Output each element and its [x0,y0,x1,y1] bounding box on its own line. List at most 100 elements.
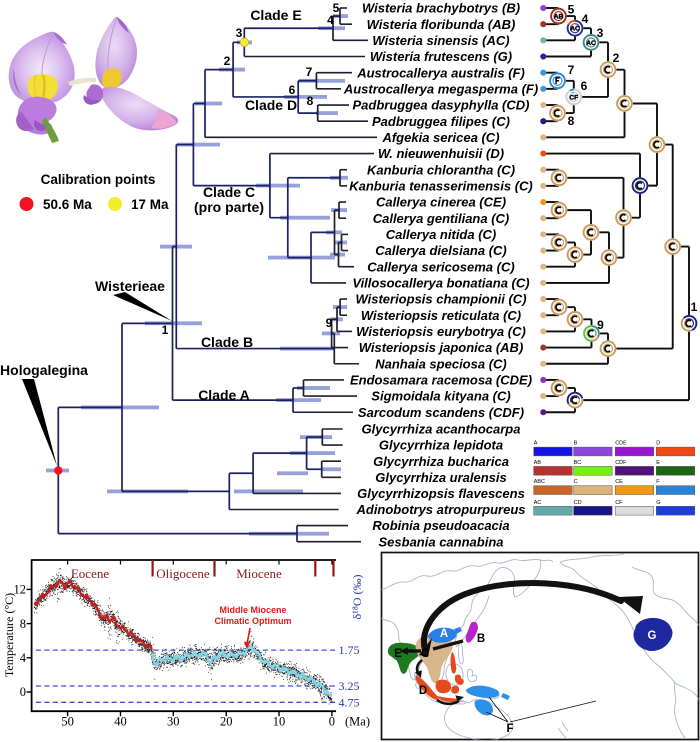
svg-text:CDE: CDE [615,441,627,447]
svg-text:CF: CF [569,94,578,101]
svg-text:Glycyrrhiza uralensis: Glycyrrhiza uralensis [375,470,507,485]
svg-text:Temperature (°C): Temperature (°C) [2,593,16,677]
svg-text:1: 1 [162,323,169,337]
svg-text:A: A [440,628,448,640]
svg-text:B: B [477,633,485,645]
svg-text:Miocene: Miocene [236,566,282,581]
svg-text:9: 9 [326,316,333,330]
svg-text:δ¹⁸O (‰): δ¹⁸O (‰) [350,574,364,619]
svg-text:D: D [419,685,427,697]
svg-text:40: 40 [114,715,127,729]
svg-text:50.6 Ma: 50.6 Ma [43,197,92,212]
svg-text:Climatic Optimum: Climatic Optimum [214,616,291,626]
svg-text:2: 2 [613,51,620,65]
svg-text:Sarcodum scandens (CDF): Sarcodum scandens (CDF) [358,405,524,420]
svg-text:E: E [394,648,402,660]
svg-text:2: 2 [224,54,231,68]
svg-text:Glycyrrhiza bucharica: Glycyrrhiza bucharica [373,454,509,469]
svg-text:4: 4 [20,651,27,665]
svg-text:CF: CF [615,500,623,506]
svg-text:Glycyrrhiza acanthocarpa: Glycyrrhiza acanthocarpa [362,422,521,437]
svg-text:Wisteria floribunda (AB): Wisteria floribunda (AB) [367,17,516,32]
svg-text:Nanhaia speciosa (C): Nanhaia speciosa (C) [375,356,507,371]
svg-text:4: 4 [327,13,334,27]
svg-text:Eocene: Eocene [71,566,109,581]
svg-text:50: 50 [61,715,74,729]
svg-text:4: 4 [582,12,589,26]
svg-text:Wisterieae: Wisterieae [95,278,165,294]
svg-text:BC: BC [574,460,582,466]
svg-text:10: 10 [273,715,286,729]
svg-text:AB: AB [534,460,542,466]
svg-text:3.25: 3.25 [339,679,360,693]
svg-text:A: A [534,441,538,447]
svg-text:Padbruggea dasyphylla (CD): Padbruggea dasyphylla (CD) [353,98,530,113]
svg-text:Padbruggea filipes (C): Padbruggea filipes (C) [372,114,510,129]
svg-text:(pro parte): (pro parte) [194,199,264,215]
svg-text:AB: AB [554,14,564,21]
svg-text:CE: CE [615,479,623,485]
svg-text:G: G [648,630,657,642]
svg-text:Callerya dielsiana (C): Callerya dielsiana (C) [375,243,507,258]
svg-text:Endosamara racemosa (CDE): Endosamara racemosa (CDE) [350,373,532,388]
svg-text:Wisteria sinensis (AC): Wisteria sinensis (AC) [372,33,509,48]
svg-text:Adinobotrys atropurpureus: Adinobotrys atropurpureus [355,502,525,517]
svg-text:9: 9 [597,318,604,332]
svg-text:Wisteria frutescens (G): Wisteria frutescens (G) [370,49,512,64]
svg-text:Robinia pseudoacacia: Robinia pseudoacacia [372,518,509,533]
svg-text:30: 30 [167,715,180,729]
svg-text:3: 3 [236,26,243,40]
svg-text:E: E [656,460,660,466]
svg-text:Callerya nitida (C): Callerya nitida (C) [386,227,497,242]
svg-text:Callerya cinerea (CE): Callerya cinerea (CE) [376,195,506,210]
svg-text:(Ma): (Ma) [345,715,370,729]
svg-text:F: F [656,479,660,485]
svg-text:C: C [421,648,429,660]
svg-text:Calibration points: Calibration points [41,172,156,187]
svg-text:B: B [574,441,578,447]
svg-text:1.75: 1.75 [339,643,360,657]
svg-text:AC: AC [534,500,542,506]
svg-text:Middle Miocene: Middle Miocene [219,605,286,615]
svg-text:Sesbania cannabina: Sesbania cannabina [379,534,504,549]
svg-text:20: 20 [220,715,233,729]
svg-text:CD: CD [574,500,582,506]
svg-text:8: 8 [568,114,575,128]
svg-text:12: 12 [14,583,27,597]
svg-text:Wisteriopsis championii (C): Wisteriopsis championii (C) [355,292,526,307]
svg-text:Austrocallerya australis (F): Austrocallerya australis (F) [356,65,525,80]
svg-text:Glycyrrhiza lepidota: Glycyrrhiza lepidota [379,438,503,453]
svg-text:Oligocene: Oligocene [156,566,210,581]
svg-text:4.75: 4.75 [339,695,360,709]
svg-text:Clade C: Clade C [203,184,255,200]
svg-text:Clade D: Clade D [245,97,297,113]
svg-text:ABC: ABC [534,479,545,485]
svg-text:Wisteriopsis reticulata (C): Wisteriopsis reticulata (C) [361,308,521,323]
svg-text:3: 3 [597,26,604,40]
svg-text:Afgekia sericea (C): Afgekia sericea (C) [381,130,499,145]
svg-text:AC: AC [586,40,596,47]
svg-text:W. nieuwenhuisii (D): W. nieuwenhuisii (D) [378,146,504,161]
svg-text:Sigmoidala kityana (C): Sigmoidala kityana (C) [371,389,510,404]
svg-text:17 Ma: 17 Ma [131,197,169,212]
svg-text:0: 0 [329,715,335,729]
svg-text:Austrocallerya megasperma (F): Austrocallerya megasperma (F) [343,82,538,97]
svg-text:7: 7 [568,63,575,77]
svg-text:Clade B: Clade B [201,334,253,350]
svg-text:D: D [656,441,660,447]
svg-text:Kanburia tenasserimensis (C): Kanburia tenasserimensis (C) [349,179,533,194]
svg-text:Wisteria brachybotrys (B): Wisteria brachybotrys (B) [362,1,520,16]
svg-text:Clade A: Clade A [198,387,250,403]
svg-text:Callerya sericosema (C): Callerya sericosema (C) [367,259,514,274]
svg-text:5: 5 [568,3,575,17]
svg-text:Glycyrrhizopsis flavescens: Glycyrrhizopsis flavescens [357,486,525,501]
svg-text:1: 1 [691,300,698,314]
svg-text:0: 0 [20,685,26,699]
svg-text:F: F [506,723,513,735]
svg-text:Callerya gentiliana (C): Callerya gentiliana (C) [373,211,510,226]
svg-text:G: G [656,500,660,506]
svg-text:8: 8 [20,617,26,631]
svg-text:CDF: CDF [615,460,627,466]
svg-text:Villosocallerya bonatiana (C): Villosocallerya bonatiana (C) [352,276,529,291]
svg-text:C: C [574,479,578,485]
